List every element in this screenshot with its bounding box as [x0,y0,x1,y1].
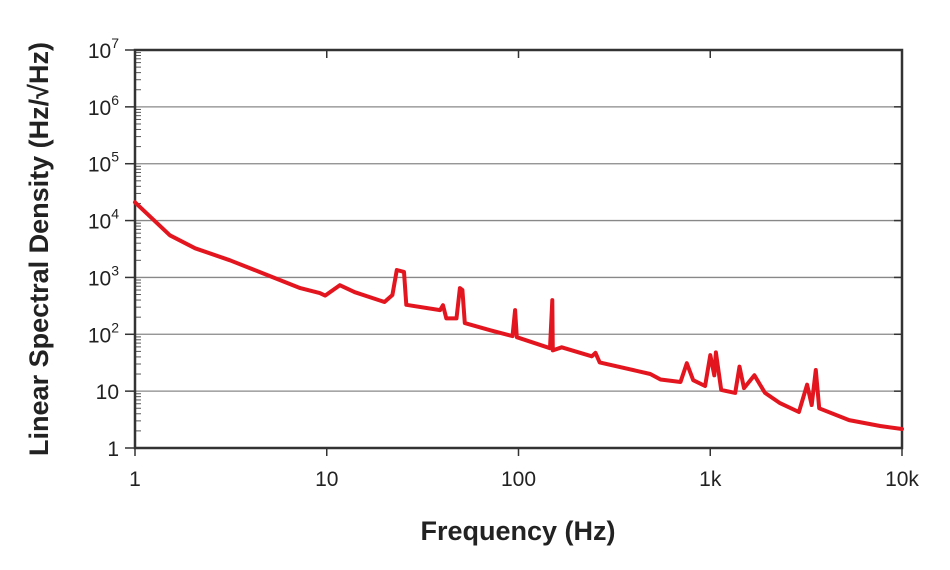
y-tick-label: 10 [96,381,119,404]
series-line [133,200,904,431]
tick-labels: 1 10 102 103 104 105 106 107 1 10 100 1k 10k [88,35,920,491]
y-tick-label: 102 [88,319,119,347]
x-tick-label: 10k [885,468,919,491]
y-tick-label: 107 [88,35,119,63]
y-tick-label: 104 [88,206,119,234]
y-tick-label: 1 [107,438,119,461]
y-tick-label: 103 [88,262,119,290]
plot-frame [133,48,904,450]
grid-lines [135,106,902,392]
x-tick-label: 100 [501,468,536,491]
x-tick-label: 1k [699,468,722,491]
x-tick-label: 10 [315,468,338,491]
series-layer [133,200,904,431]
x-tick-label: 1 [129,468,141,491]
y-axis-title: Linear Spectral Density (Hz/√Hz) [24,42,54,456]
x-axis-title: Frequency (Hz) [420,516,615,546]
y-tick-label: 105 [88,149,119,177]
y-tick-label: 106 [88,92,119,120]
axis-ticks [125,49,903,456]
